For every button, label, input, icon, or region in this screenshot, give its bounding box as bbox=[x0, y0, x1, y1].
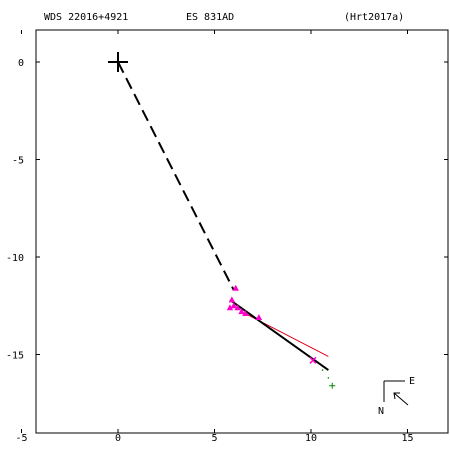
observation-point-5 bbox=[238, 308, 245, 315]
header-ref: (Hrt2017a) bbox=[344, 12, 404, 23]
motion-arrow bbox=[393, 392, 409, 406]
x-tick-label-3: 10 bbox=[305, 433, 317, 444]
predicted-dot-1 bbox=[327, 377, 330, 379]
observation-point-2 bbox=[230, 302, 237, 309]
observation-point-6 bbox=[242, 310, 249, 317]
axis-ticks: -5 0 5 10 15 0 -5 -10 -15 bbox=[6, 30, 448, 444]
y-tick-label-3: -15 bbox=[6, 351, 24, 362]
observation-point-1 bbox=[228, 296, 236, 303]
chart-marks bbox=[108, 52, 336, 389]
observation-point-3 bbox=[226, 304, 234, 311]
observation-point-8 bbox=[309, 356, 317, 364]
observation-point-0 bbox=[232, 284, 239, 291]
orientation-indicator: E N bbox=[378, 376, 415, 417]
header-pair: ES 831AD bbox=[186, 12, 234, 23]
header-wds: WDS 22016+4921 bbox=[44, 12, 128, 23]
dashed-link-line bbox=[117, 61, 235, 291]
predicted-position-marker bbox=[329, 382, 336, 389]
orientation-east-label: E bbox=[409, 376, 415, 387]
predicted-dot-0 bbox=[321, 369, 324, 371]
x-tick-label-1: 0 bbox=[115, 433, 121, 444]
y-tick-label-1: -5 bbox=[12, 156, 24, 167]
motion-arrow-head bbox=[393, 392, 400, 400]
y-tick-label-0: 0 bbox=[18, 58, 24, 69]
primary-star-marker bbox=[108, 52, 128, 72]
plot-frame bbox=[35, 29, 449, 434]
observation-point-7 bbox=[255, 313, 263, 320]
y-tick-label-2: -10 bbox=[6, 253, 24, 264]
x-tick-label-2: 5 bbox=[211, 433, 217, 444]
observation-point-4 bbox=[234, 304, 241, 311]
x-tick-label-0: -5 bbox=[15, 433, 27, 444]
orientation-north-label: N bbox=[378, 406, 384, 417]
x-tick-label-4: 15 bbox=[401, 433, 413, 444]
